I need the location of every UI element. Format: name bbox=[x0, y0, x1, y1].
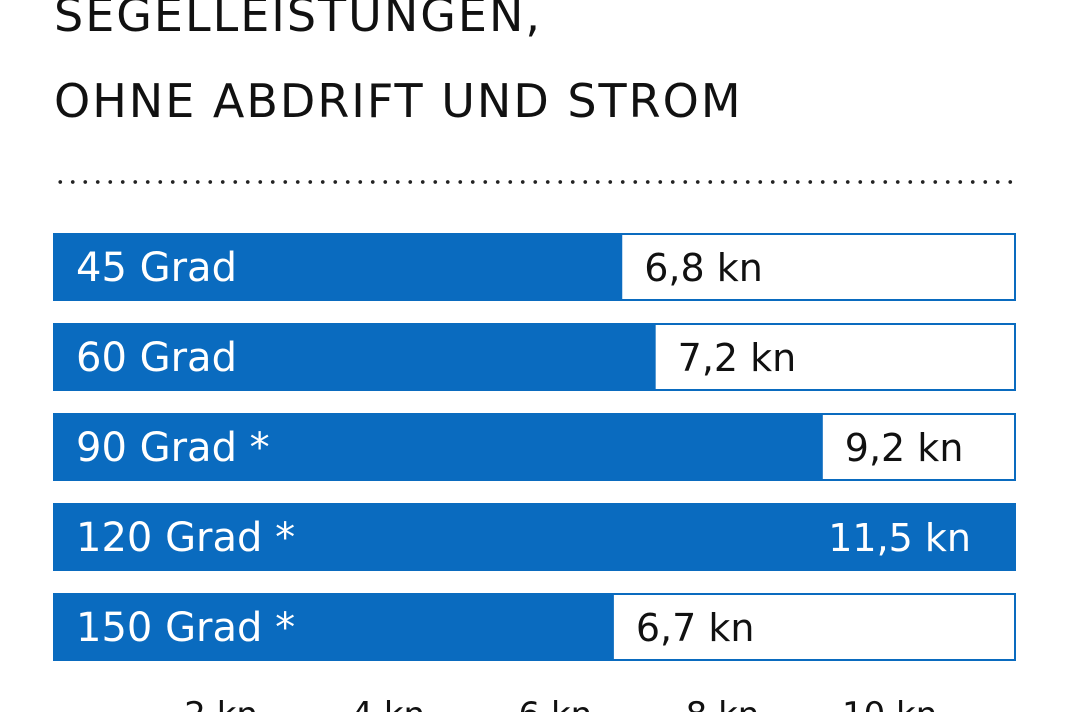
x-tick-label-2: 2 kn bbox=[184, 695, 258, 712]
x-tick-label-4: 4 kn bbox=[351, 695, 425, 712]
dotted-divider bbox=[54, 180, 1018, 184]
x-tick-label-10: 10 kn bbox=[842, 695, 937, 712]
bar-120-grad bbox=[54, 504, 1015, 570]
category-label-150-grad: 150 Grad * bbox=[76, 605, 295, 651]
bar-60-grad bbox=[54, 324, 656, 390]
chart-title-line-1: SEGELLEISTUNGEN, bbox=[54, 0, 542, 42]
chart-title-line-2: OHNE ABDRIFT UND STROM bbox=[54, 74, 743, 128]
value-label-45-grad: 6,8 kn bbox=[644, 246, 763, 290]
value-label-120-grad: 11,5 kn bbox=[828, 516, 971, 560]
value-label-60-grad: 7,2 kn bbox=[678, 336, 797, 380]
category-label-90-grad: 90 Grad * bbox=[76, 425, 270, 471]
x-tick-label-6: 6 kn bbox=[519, 695, 593, 712]
value-label-150-grad: 6,7 kn bbox=[636, 606, 755, 650]
bar-90-grad bbox=[54, 414, 823, 480]
category-label-60-grad: 60 Grad bbox=[76, 335, 237, 381]
bar-45-grad bbox=[54, 234, 623, 300]
value-label-90-grad: 9,2 kn bbox=[845, 426, 964, 470]
category-label-120-grad: 120 Grad * bbox=[76, 515, 295, 561]
category-label-45-grad: 45 Grad bbox=[76, 245, 237, 291]
x-tick-label-8: 8 kn bbox=[686, 695, 760, 712]
bar-150-grad bbox=[54, 594, 614, 660]
